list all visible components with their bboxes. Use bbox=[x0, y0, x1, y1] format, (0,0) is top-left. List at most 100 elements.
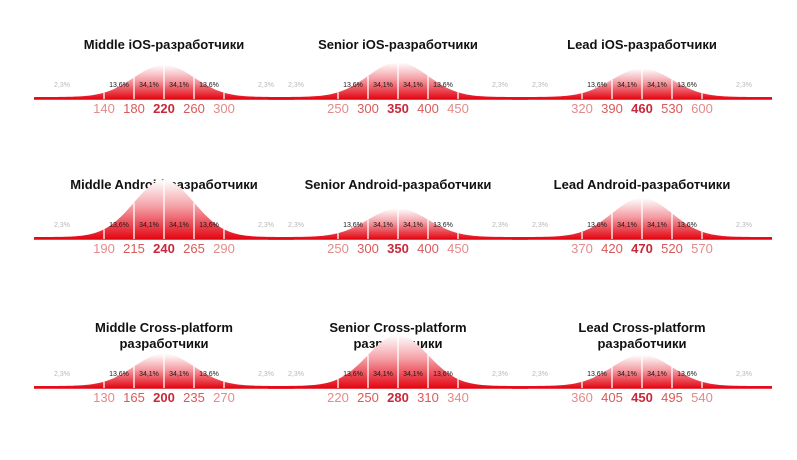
salary-tick-label: 250 bbox=[327, 101, 349, 116]
chart-title: Lead iOS-разработчики bbox=[512, 37, 772, 53]
salary-axis: 360 405 450 495 540 bbox=[512, 390, 772, 406]
chart-title-line: Lead iOS-разработчики bbox=[567, 37, 717, 52]
salary-tick-label: 265 bbox=[183, 241, 205, 256]
bell-curve-chart: 2,3% 13,6% 34,1% 34,1% 13,6% 2,3% bbox=[512, 68, 772, 100]
salary-tick-label: 200 bbox=[153, 390, 175, 405]
salary-tick-label: 220 bbox=[327, 390, 349, 405]
salary-tick-label: 300 bbox=[357, 101, 379, 116]
segment-percent-label: 34,1% bbox=[403, 371, 423, 378]
segment-percent-label: 34,1% bbox=[373, 222, 393, 229]
salary-axis: 220 250 280 310 340 bbox=[268, 390, 528, 406]
salary-tick-label: 215 bbox=[123, 241, 145, 256]
segment-percent-label: 34,1% bbox=[373, 371, 393, 378]
salary-tick-label: 450 bbox=[447, 101, 469, 116]
segment-percent-label: 13,6% bbox=[433, 82, 453, 89]
salary-axis: 370 420 470 520 570 bbox=[512, 241, 772, 257]
segment-percent-label: 13,6% bbox=[343, 82, 363, 89]
chart-title-line: Senior Cross-platform bbox=[329, 320, 467, 335]
salary-chart-panel: Lead Android-разработчики 2,3% 13,6% 34,1% 3… bbox=[512, 177, 772, 317]
segment-percent-label: 34,1% bbox=[647, 371, 667, 378]
segment-percent-label: 34,1% bbox=[403, 82, 423, 89]
segment-percent-label: 2,3% bbox=[258, 82, 274, 89]
segment-percent-label: 2,3% bbox=[736, 222, 752, 229]
segment-percent-label: 2,3% bbox=[54, 371, 70, 378]
salary-tick-label: 540 bbox=[691, 390, 713, 405]
salary-tick-label: 400 bbox=[417, 101, 439, 116]
salary-tick-label: 310 bbox=[417, 390, 439, 405]
salary-chart-panel: Middle iOS-разработчики 2,3% 13,6% 34,1% 34,… bbox=[34, 37, 294, 177]
bell-curve-chart: 2,3% 13,6% 34,1% 34,1% 13,6% 2,3% bbox=[512, 198, 772, 240]
salary-tick-label: 390 bbox=[601, 101, 623, 116]
chart-title-line: Middle iOS-разработчики bbox=[83, 37, 245, 52]
bell-curve-chart: 2,3% 13,6% 34,1% 34,1% 13,6% 2,3% bbox=[268, 334, 528, 389]
segment-percent-label: 2,3% bbox=[532, 371, 548, 378]
segment-percent-label: 13,6% bbox=[109, 371, 129, 378]
segment-percent-label: 34,1% bbox=[169, 222, 189, 229]
chart-title: Senior Android-разработчики bbox=[268, 177, 528, 193]
salary-tick-label: 450 bbox=[631, 390, 653, 405]
salary-tick-label: 600 bbox=[691, 101, 713, 116]
segment-percent-label: 13,6% bbox=[433, 222, 453, 229]
segment-percent-label: 34,1% bbox=[617, 82, 637, 89]
salary-tick-label: 220 bbox=[153, 101, 175, 116]
segment-percent-label: 34,1% bbox=[373, 82, 393, 89]
bell-curve-chart: 2,3% 13,6% 34,1% 34,1% 13,6% 2,3% bbox=[34, 180, 294, 240]
segment-percent-label: 13,6% bbox=[109, 82, 129, 89]
salary-tick-label: 470 bbox=[631, 241, 653, 256]
salary-tick-label: 180 bbox=[123, 101, 145, 116]
segment-percent-label: 34,1% bbox=[403, 222, 423, 229]
salary-tick-label: 250 bbox=[327, 241, 349, 256]
segment-percent-label: 13,6% bbox=[109, 222, 129, 229]
segment-percent-label: 13,6% bbox=[677, 371, 697, 378]
salary-axis: 250 300 350 400 450 bbox=[268, 241, 528, 257]
segment-percent-label: 2,3% bbox=[492, 82, 508, 89]
segment-percent-label: 13,6% bbox=[199, 222, 219, 229]
chart-title-line: Senior iOS-разработчики bbox=[318, 37, 478, 52]
bell-curve-chart: 2,3% 13,6% 34,1% 34,1% 13,6% 2,3% bbox=[34, 353, 294, 389]
salary-tick-label: 235 bbox=[183, 390, 205, 405]
segment-percent-label: 13,6% bbox=[587, 371, 607, 378]
bell-curve-chart: 2,3% 13,6% 34,1% 34,1% 13,6% 2,3% bbox=[34, 64, 294, 100]
chart-title-line: Senior Android-разработчики bbox=[304, 177, 492, 192]
salary-tick-label: 240 bbox=[153, 241, 175, 256]
bell-curve-chart: 2,3% 13,6% 34,1% 34,1% 13,6% 2,3% bbox=[268, 208, 528, 240]
segment-percent-label: 2,3% bbox=[258, 371, 274, 378]
segment-percent-label: 34,1% bbox=[617, 371, 637, 378]
salary-tick-label: 250 bbox=[357, 390, 379, 405]
salary-tick-label: 360 bbox=[571, 390, 593, 405]
salary-chart-panel: Middle Cross-platform разработчики 2,3% 13,… bbox=[34, 320, 294, 460]
salary-tick-label: 460 bbox=[631, 101, 653, 116]
segment-percent-label: 2,3% bbox=[532, 222, 548, 229]
salary-axis: 130 165 200 235 270 bbox=[34, 390, 294, 406]
chart-title: Senior iOS-разработчики bbox=[268, 37, 528, 53]
segment-percent-label: 2,3% bbox=[288, 371, 304, 378]
chart-title-line: Middle Cross-platform bbox=[95, 320, 233, 335]
salary-tick-label: 405 bbox=[601, 390, 623, 405]
salary-tick-label: 570 bbox=[691, 241, 713, 256]
salary-tick-label: 350 bbox=[387, 101, 409, 116]
salary-tick-label: 495 bbox=[661, 390, 683, 405]
salary-axis: 140 180 220 260 300 bbox=[34, 101, 294, 117]
segment-percent-label: 13,6% bbox=[677, 82, 697, 89]
segment-percent-label: 2,3% bbox=[258, 222, 274, 229]
salary-tick-label: 190 bbox=[93, 241, 115, 256]
salary-tick-label: 130 bbox=[93, 390, 115, 405]
segment-percent-label: 2,3% bbox=[532, 82, 548, 89]
salary-tick-label: 530 bbox=[661, 101, 683, 116]
salary-tick-label: 350 bbox=[387, 241, 409, 256]
salary-tick-label: 520 bbox=[661, 241, 683, 256]
salary-tick-label: 140 bbox=[93, 101, 115, 116]
salary-tick-label: 280 bbox=[387, 390, 409, 405]
salary-chart-panel: Senior Android-разработчики 2,3% 13,6% 34,1… bbox=[268, 177, 528, 317]
segment-percent-label: 13,6% bbox=[587, 82, 607, 89]
salary-tick-label: 400 bbox=[417, 241, 439, 256]
segment-percent-label: 2,3% bbox=[288, 222, 304, 229]
salary-axis: 190 215 240 265 290 bbox=[34, 241, 294, 257]
salary-tick-label: 370 bbox=[571, 241, 593, 256]
segment-percent-label: 13,6% bbox=[343, 222, 363, 229]
salary-tick-label: 165 bbox=[123, 390, 145, 405]
segment-percent-label: 13,6% bbox=[433, 371, 453, 378]
segment-percent-label: 34,1% bbox=[617, 222, 637, 229]
chart-title-line: разработчики bbox=[119, 336, 209, 351]
